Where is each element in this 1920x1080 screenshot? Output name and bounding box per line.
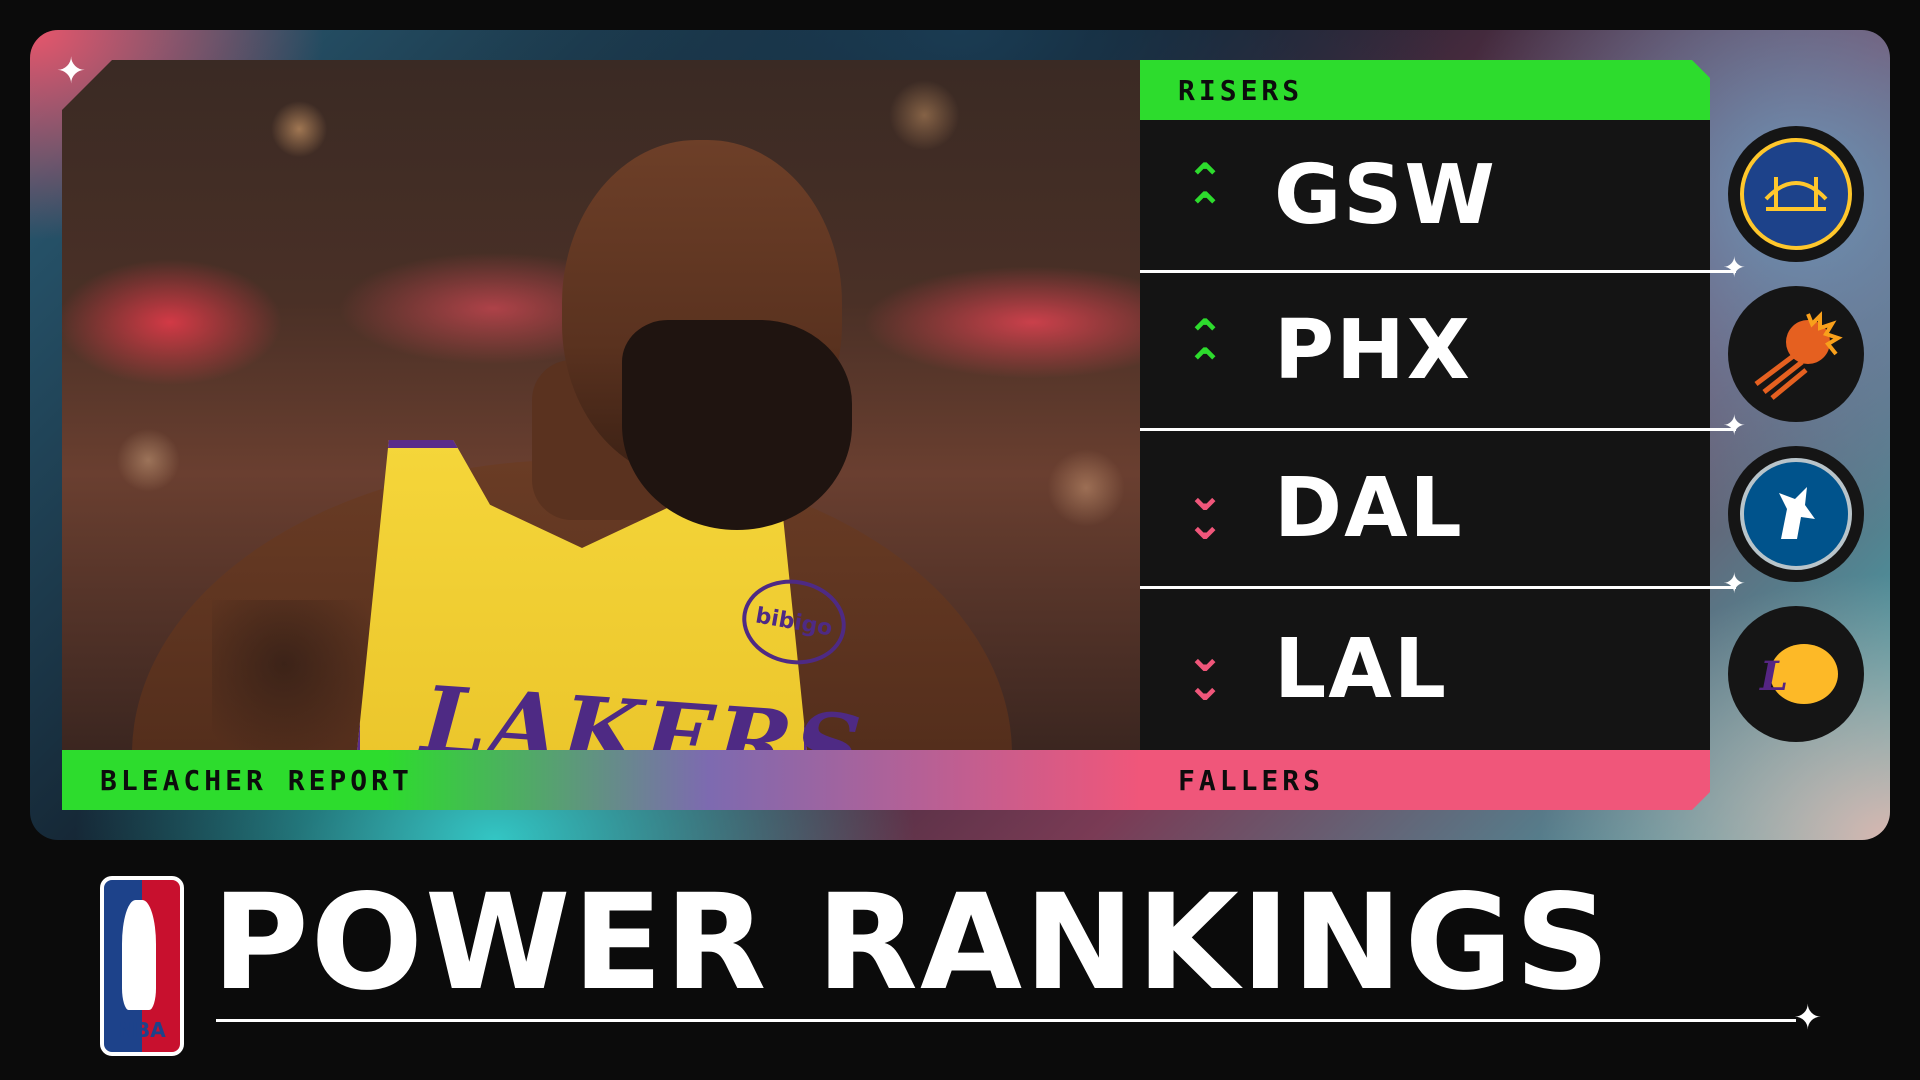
riser-arrow-icon: ⌃ ⌃ [1185,308,1225,392]
svg-text:L: L [1759,653,1788,700]
mavericks-logo-icon [1728,446,1864,582]
sparkle-icon: ✦ [1793,998,1823,1038]
row-divider: ✦ [1140,412,1746,440]
lakers-logo-icon: L [1728,606,1864,742]
warriors-logo-icon [1728,126,1864,262]
sparkle-icon: ✦ [1722,409,1746,442]
nba-silhouette-icon [122,900,156,1010]
brand-bar: BLEACHER REPORT [62,750,1140,810]
nba-logo: NBA [100,876,184,1056]
bridge-icon [1764,177,1828,211]
sparkle-icon: ✦ [1722,567,1746,600]
team-row-phx: ⌃ ⌃ PHX [1140,273,1710,428]
horse-icon [1779,487,1815,539]
faller-arrow-icon: ⌄ ⌄ [1185,466,1225,550]
fallers-label: FALLERS [1178,763,1325,797]
team-row-dal: ⌄ ⌄ DAL [1140,431,1710,586]
brand-label: BLEACHER REPORT [100,763,413,797]
team-row-gsw: ⌃ ⌃ GSW [1140,120,1710,270]
faller-arrow-icon: ⌄ ⌄ [1185,627,1225,711]
team-row-lal: ⌄ ⌄ LAL [1140,589,1710,750]
sun-basketball-icon [1754,311,1843,400]
lakers-basketball-icon: L [1759,644,1838,704]
player-beard [622,320,852,530]
row-divider: ✦ [1140,254,1746,282]
fallers-footer: FALLERS [1140,750,1710,810]
team-code: GSW [1274,147,1497,243]
suns-logo-icon [1728,286,1864,422]
title-underline: ✦ [216,1001,1822,1035]
row-divider: ✦ [1140,570,1746,598]
team-code: PHX [1274,303,1472,398]
sparkle-icon: ✦ [56,51,87,92]
sparkle-icon: ✦ [1722,251,1746,284]
risers-label: RISERS [1178,73,1304,107]
player-photo: LAKERS bibigo [62,60,1140,750]
riser-arrow-icon: ⌃ ⌃ [1185,153,1225,236]
risers-header: RISERS [1140,60,1710,120]
team-code: LAL [1274,622,1448,717]
nba-logo-text: NBA [118,1018,166,1042]
page-title: POWER RANKINGS [212,866,1612,1020]
team-code: DAL [1274,461,1464,556]
